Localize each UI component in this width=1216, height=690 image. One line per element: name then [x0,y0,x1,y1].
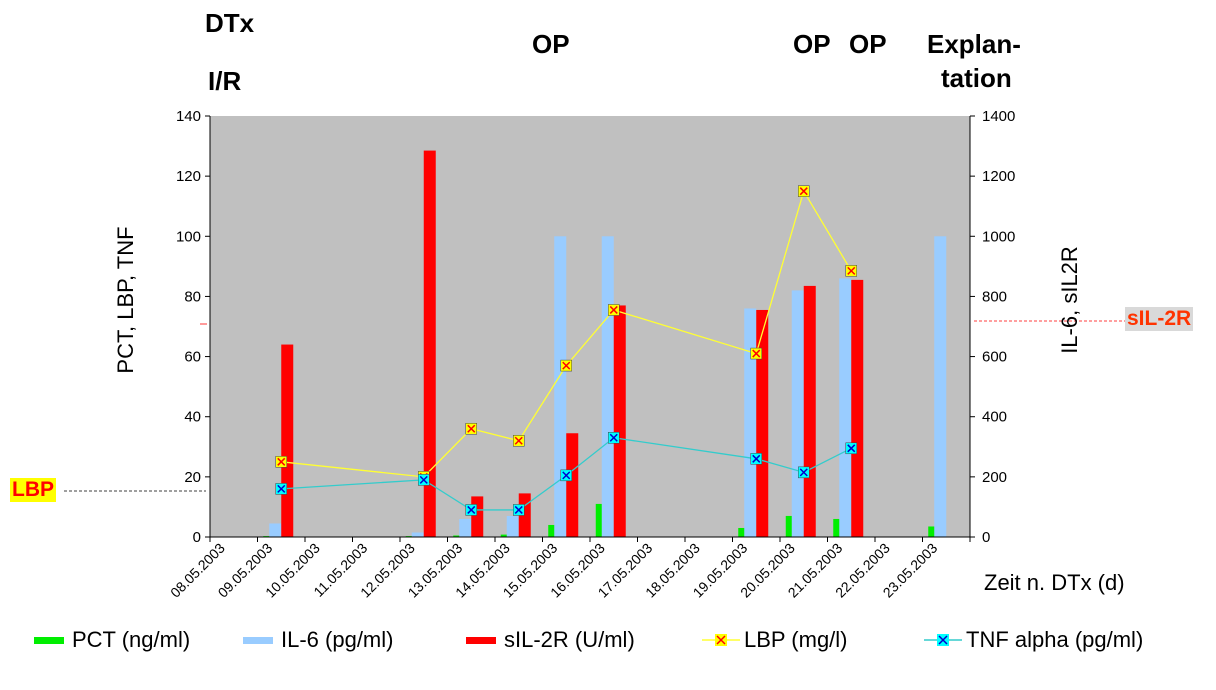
bar-il6-23.05.2003 [934,236,947,538]
bar-il6-13.05.2003 [459,518,472,537]
point-lbp-19.05.2003 [750,347,762,360]
y2-tick-label-600: 600 [982,349,1007,366]
point-tnf-16.05.2003 [608,432,620,444]
sil2r-badge: sIL-2R [1125,307,1194,331]
y2-tick-label-200: 200 [982,469,1007,486]
y-tick-label-60: 60 [184,349,201,366]
bar-sil2r-21.05.2003 [851,279,864,537]
legend-item-lbp: LBP (mg/l) [702,620,848,660]
ir-annotation: I/R [208,66,242,96]
point-lbp-21.05.2003 [845,265,857,277]
bar-il6-20.05.2003 [791,290,804,537]
bar-il6-14.05.2003 [506,515,519,537]
point-lbp-09.05.2003 [275,456,287,468]
legend-item-tnf: TNF alpha (pg/ml) [924,620,1143,660]
explanation-annotation-line1: Explan- [927,29,1021,59]
legend: PCT (ng/ml) IL-6 (pg/ml) sIL-2R (U/ml) L… [0,620,1216,660]
bar-il6-15.05.2003 [554,236,567,538]
bar-sil2r-20.05.2003 [803,285,816,537]
legend-swatch-sil2r [466,636,496,644]
legend-label-tnf: TNF alpha (pg/ml) [966,627,1144,652]
legend-label-pct: PCT (ng/ml) [72,627,191,652]
legend-label-il6: IL-6 (pg/ml) [281,627,394,652]
point-lbp-15.05.2003 [560,359,572,372]
point-lbp-14.05.2003 [513,435,525,447]
legend-marker-lbp [702,634,740,646]
bar-sil2r-13.05.2003 [471,496,484,537]
lbp-badge: LBP [10,478,56,502]
bar-sil2r-15.05.2003 [566,433,579,537]
y2-axis-title: IL-6, sIL2R [1057,246,1082,354]
legend-swatch-pct [34,636,64,644]
legend-label-sil2r: sIL-2R (U/ml) [504,627,635,652]
point-tnf-12.05.2003 [418,474,430,486]
explanation-annotation-line2: tation [941,63,1012,93]
y2-tick-label-1400: 1400 [982,108,1015,125]
bar-sil2r-19.05.2003 [756,309,769,537]
point-tnf-14.05.2003 [513,504,525,516]
bar-il6-21.05.2003 [839,278,852,537]
bar-il6-16.05.2003 [601,236,614,538]
point-lbp-20.05.2003 [798,185,810,197]
bar-sil2r-12.05.2003 [423,150,436,537]
legend-label-lbp: LBP (mg/l) [744,627,848,652]
op-annotation-1: OP [532,29,570,59]
point-tnf-21.05.2003 [845,442,857,455]
y2-tick-label-800: 800 [982,288,1007,305]
y-tick-label-0: 0 [193,529,201,546]
point-tnf-13.05.2003 [465,504,477,516]
y-tick-label-20: 20 [184,469,201,486]
series-layer [263,150,947,538]
op-annotation-2: OP [793,29,831,59]
legend-item-il6: IL-6 (pg/ml) [243,620,393,660]
x-axis-title: Zeit n. DTx (d) [984,570,1125,595]
y-tick-label-100: 100 [176,228,201,245]
y-axis-title: PCT, LBP, TNF [113,226,138,374]
bar-il6-09.05.2003 [269,523,282,537]
point-tnf-19.05.2003 [750,453,762,465]
legend-swatch-il6 [243,636,273,644]
y-tick-label-80: 80 [184,288,201,305]
y-tick-label-120: 120 [176,168,201,185]
y-tick-label-40: 40 [184,409,201,426]
legend-item-pct: PCT (ng/ml) [34,620,190,660]
bar-sil2r-16.05.2003 [613,305,626,537]
point-tnf-09.05.2003 [275,483,287,495]
point-tnf-20.05.2003 [798,466,810,479]
y2-tick-label-1000: 1000 [982,228,1015,245]
legend-item-sil2r: sIL-2R (U/ml) [466,620,635,660]
bar-il6-12.05.2003 [411,532,424,537]
point-lbp-13.05.2003 [465,422,477,435]
bar-sil2r-09.05.2003 [281,344,294,537]
y2-tick-label-0: 0 [982,529,990,546]
bar-il6-19.05.2003 [744,308,757,537]
y2-tick-label-400: 400 [982,409,1007,426]
op-annotation-3: OP [849,29,887,59]
y-tick-label-140: 140 [176,108,201,125]
legend-marker-tnf [924,634,962,646]
y2-tick-label-1200: 1200 [982,168,1015,185]
point-lbp-16.05.2003 [608,304,620,316]
dtx-annotation: DTx [205,8,255,38]
point-tnf-15.05.2003 [560,469,572,482]
